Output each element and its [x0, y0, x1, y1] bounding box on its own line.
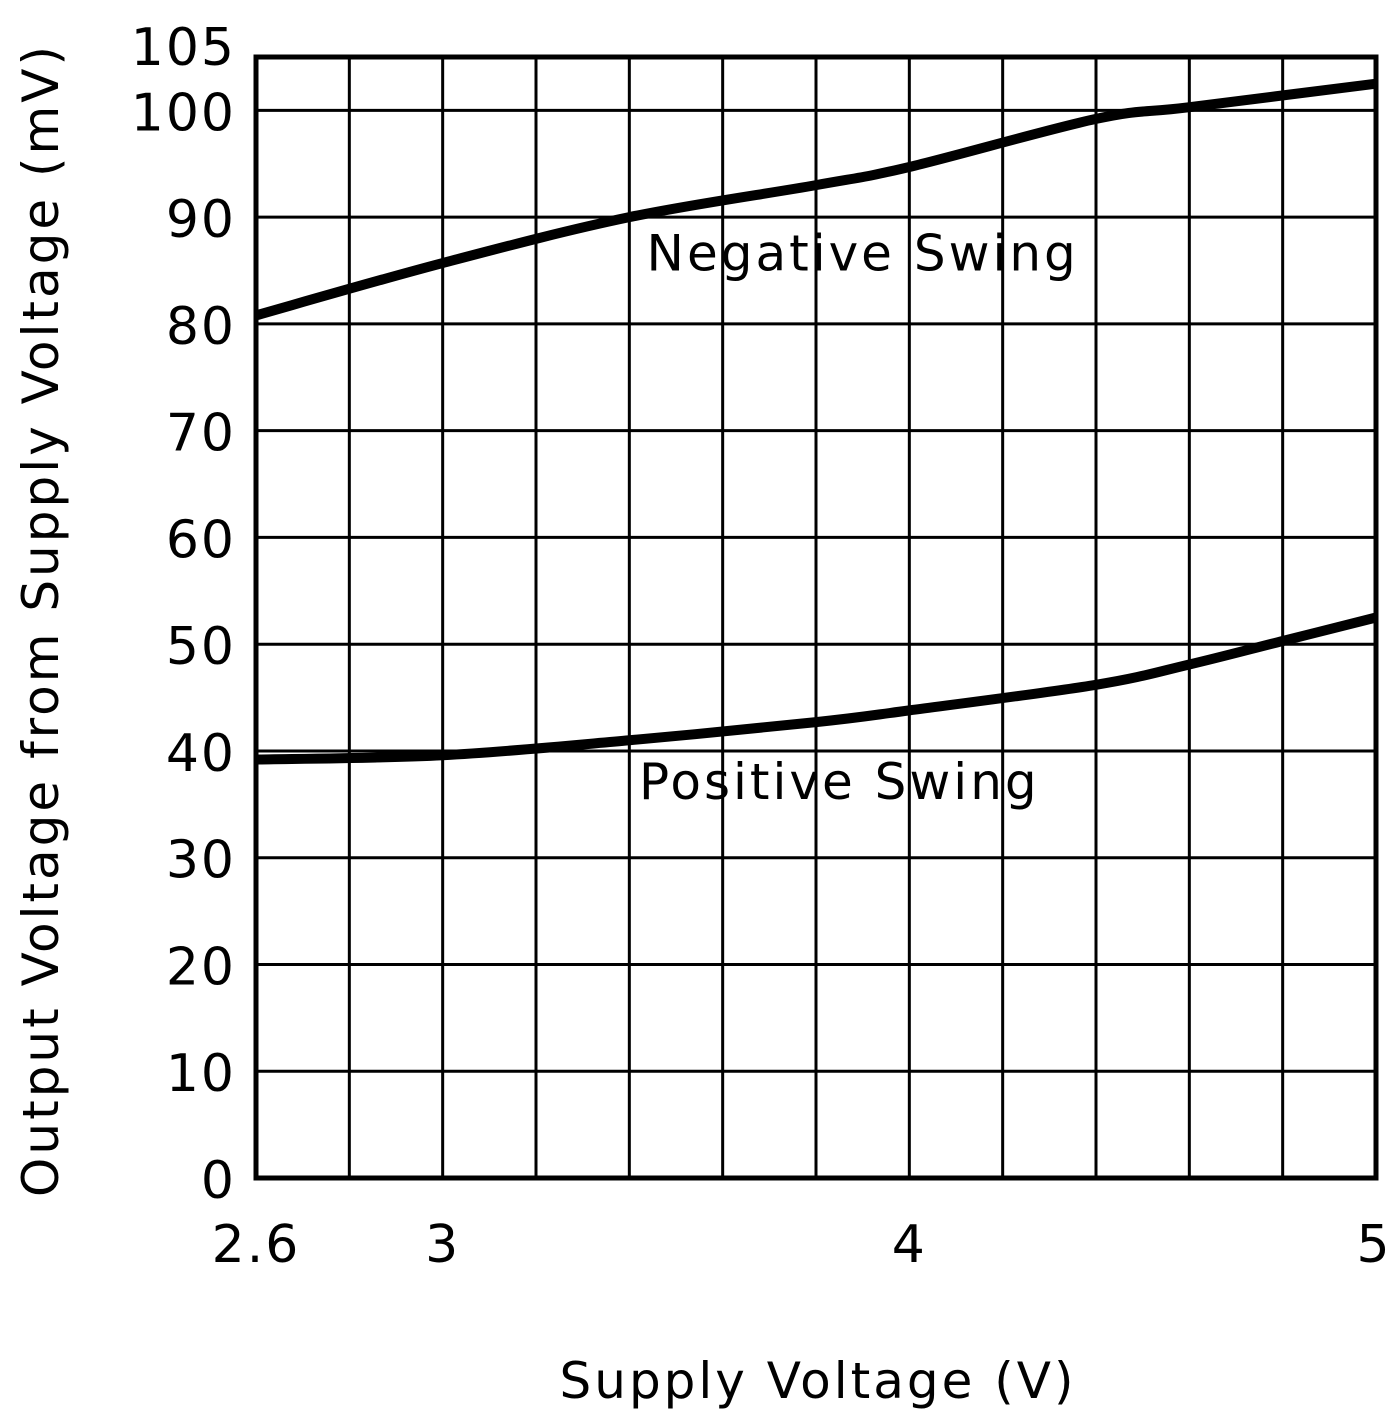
series-group — [254, 78, 1378, 765]
y-tick-label: 10 — [166, 1044, 236, 1104]
series-line-positive-swing — [255, 612, 1378, 765]
y-tick-label: 20 — [166, 937, 236, 997]
x-tick-labels: 2.6 3 4 5 — [212, 1215, 1390, 1275]
x-tick-label: 2.6 — [212, 1215, 301, 1275]
y-tick-label: 40 — [166, 724, 236, 784]
x-tick-label: 4 — [892, 1215, 927, 1275]
y-axis-label: Output Voltage from Supply Voltage (mV) — [12, 43, 70, 1197]
plot-frame — [253, 54, 1379, 1181]
y-tick-label: 60 — [166, 510, 236, 570]
x-tick-label: 3 — [425, 1215, 460, 1275]
grid — [256, 57, 1376, 1178]
y-tick-label: 70 — [166, 404, 236, 464]
annotation-label: Positive Swing — [639, 753, 1040, 811]
series-line-negative-swing — [254, 78, 1377, 321]
x-axis-label: Supply Voltage (V) — [560, 1352, 1077, 1410]
y-tick-label: 50 — [166, 617, 236, 677]
annotation-label: Negative Swing — [647, 225, 1079, 283]
y-tick-label: 0 — [201, 1151, 236, 1211]
y-tick-label: 30 — [166, 831, 236, 891]
y-tick-label: 100 — [131, 83, 236, 143]
y-tick-label: 80 — [166, 297, 236, 357]
y-tick-label: 90 — [166, 190, 236, 250]
y-tick-label: 105 — [131, 18, 236, 78]
annotations: Negative Swing Positive Swing — [639, 225, 1079, 811]
x-tick-label: 5 — [1356, 1215, 1390, 1275]
